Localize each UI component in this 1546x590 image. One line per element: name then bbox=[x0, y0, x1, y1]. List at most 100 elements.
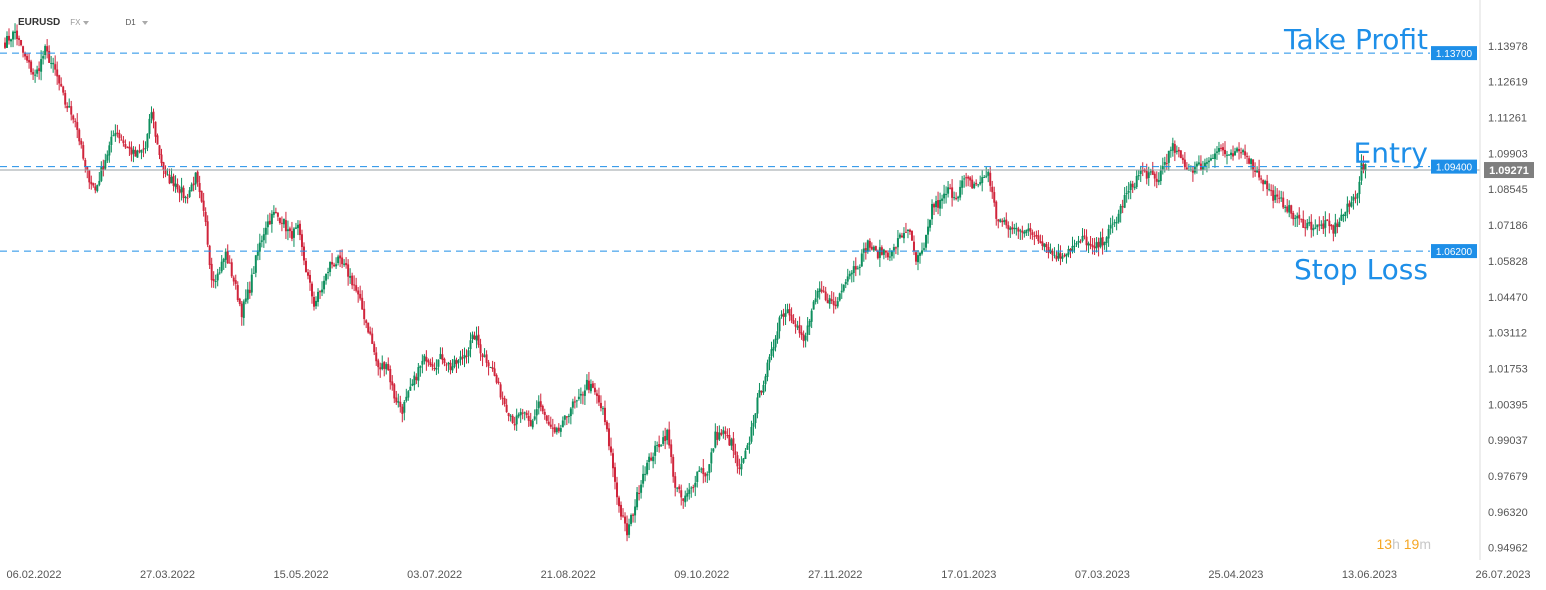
candle bbox=[1003, 217, 1006, 225]
candle-body bbox=[329, 261, 332, 272]
chart-toolbar: EURUSD FX D1 bbox=[18, 14, 184, 30]
candle bbox=[52, 57, 55, 73]
candle bbox=[136, 149, 139, 158]
symbol-label[interactable]: EURUSD bbox=[18, 16, 61, 28]
candle-body bbox=[60, 83, 63, 87]
candle bbox=[445, 362, 448, 371]
candle-body bbox=[48, 50, 51, 63]
candle bbox=[242, 299, 245, 326]
level-price-tag[interactable] bbox=[1431, 159, 1477, 174]
candle-body bbox=[172, 175, 175, 186]
candle-body bbox=[690, 487, 693, 489]
candle bbox=[1153, 171, 1156, 187]
candle-body bbox=[898, 234, 901, 238]
candle-body bbox=[792, 320, 795, 324]
candle-body bbox=[658, 444, 661, 448]
candle bbox=[40, 50, 43, 81]
candle-body bbox=[192, 183, 195, 186]
candle bbox=[421, 354, 424, 374]
candle bbox=[1316, 224, 1319, 235]
candle-body bbox=[939, 199, 942, 209]
candle-body bbox=[682, 498, 685, 501]
candle bbox=[1099, 231, 1102, 249]
y-tick-label: 1.13978 bbox=[1488, 41, 1528, 53]
level-price-tag[interactable] bbox=[1431, 244, 1477, 259]
candle bbox=[62, 85, 65, 96]
candle-body bbox=[975, 182, 978, 185]
candle-body bbox=[1101, 237, 1104, 246]
candle bbox=[1197, 155, 1200, 166]
candle bbox=[411, 379, 414, 387]
candle-body bbox=[1221, 147, 1224, 151]
candle bbox=[794, 318, 797, 334]
candle-body bbox=[501, 397, 504, 399]
candle bbox=[1135, 169, 1138, 190]
candle-body bbox=[22, 46, 25, 53]
candle-body bbox=[844, 281, 847, 285]
candle-body bbox=[1310, 221, 1313, 230]
candle-body bbox=[1021, 230, 1024, 233]
candle bbox=[298, 220, 301, 241]
candle bbox=[983, 175, 986, 178]
timer-minutes-unit: m bbox=[1419, 536, 1431, 552]
timeframe-label[interactable]: D1 bbox=[125, 17, 136, 27]
candle-body bbox=[397, 401, 400, 403]
candle bbox=[1354, 190, 1357, 204]
candle-body bbox=[848, 273, 851, 277]
candle bbox=[407, 390, 410, 401]
candle-body bbox=[126, 147, 129, 149]
candle bbox=[1298, 207, 1301, 225]
candle-body bbox=[503, 398, 506, 405]
candle-body bbox=[178, 189, 181, 194]
symbol-dropdown-icon[interactable] bbox=[83, 20, 90, 25]
candle-body bbox=[1290, 205, 1293, 214]
candle-body bbox=[10, 39, 13, 42]
candle-body bbox=[670, 444, 673, 457]
candle bbox=[1185, 162, 1188, 171]
candle-body bbox=[836, 301, 839, 307]
candle-body bbox=[708, 464, 711, 474]
candle bbox=[658, 435, 661, 453]
candle bbox=[557, 423, 560, 434]
y-tick-label: 0.99037 bbox=[1488, 435, 1528, 447]
candle-body bbox=[985, 175, 988, 177]
candle-body bbox=[499, 384, 502, 398]
candle-body bbox=[846, 276, 849, 282]
candle-body bbox=[796, 326, 799, 328]
candle bbox=[1314, 219, 1317, 230]
candle bbox=[521, 408, 524, 420]
candle bbox=[144, 141, 147, 154]
candle bbox=[1021, 225, 1024, 240]
candle-body bbox=[1117, 213, 1120, 223]
candle-body bbox=[1232, 153, 1235, 157]
timeframe-dropdown-icon[interactable] bbox=[141, 20, 148, 25]
candle bbox=[957, 195, 960, 202]
candle bbox=[553, 424, 556, 434]
candle-body bbox=[1091, 244, 1094, 247]
candle-body bbox=[50, 63, 53, 65]
candle bbox=[60, 77, 63, 88]
candle bbox=[1111, 215, 1114, 234]
candle bbox=[784, 304, 787, 325]
candle-body bbox=[1248, 158, 1251, 164]
candle-body bbox=[1005, 219, 1008, 226]
candle-body bbox=[288, 228, 291, 232]
level-price-tag[interactable] bbox=[1431, 46, 1477, 61]
candle-body bbox=[728, 434, 731, 446]
candle-body bbox=[786, 309, 789, 314]
candle bbox=[1193, 161, 1196, 175]
candle-body bbox=[860, 253, 863, 267]
candle-body bbox=[1011, 227, 1014, 230]
candle-body bbox=[260, 240, 263, 242]
candle-body bbox=[1109, 225, 1112, 229]
candle bbox=[778, 315, 781, 339]
candle bbox=[415, 373, 418, 385]
candle-body bbox=[335, 264, 338, 267]
candle-body bbox=[347, 264, 350, 277]
candle bbox=[250, 268, 253, 296]
candle-body bbox=[987, 171, 990, 176]
candle-body bbox=[1123, 195, 1126, 208]
candle bbox=[742, 457, 745, 464]
candle-body bbox=[1280, 197, 1283, 199]
